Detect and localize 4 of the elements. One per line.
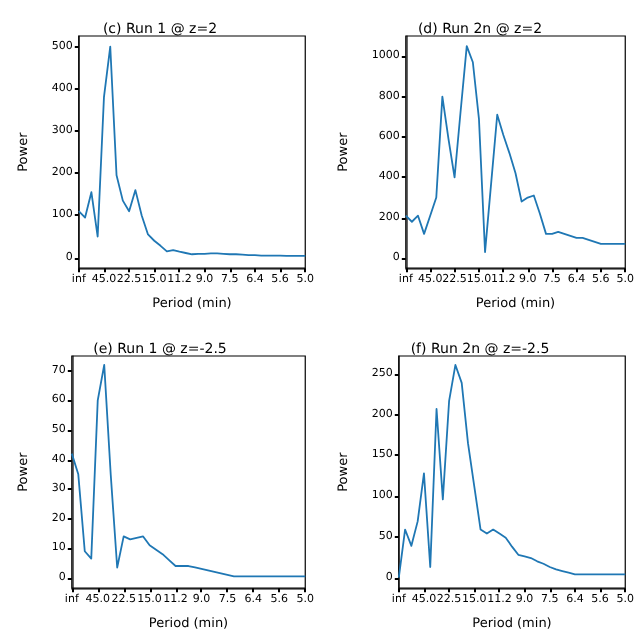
line-series xyxy=(404,45,627,253)
line-series xyxy=(70,363,307,578)
line-series xyxy=(77,45,307,257)
line-series xyxy=(397,364,627,579)
